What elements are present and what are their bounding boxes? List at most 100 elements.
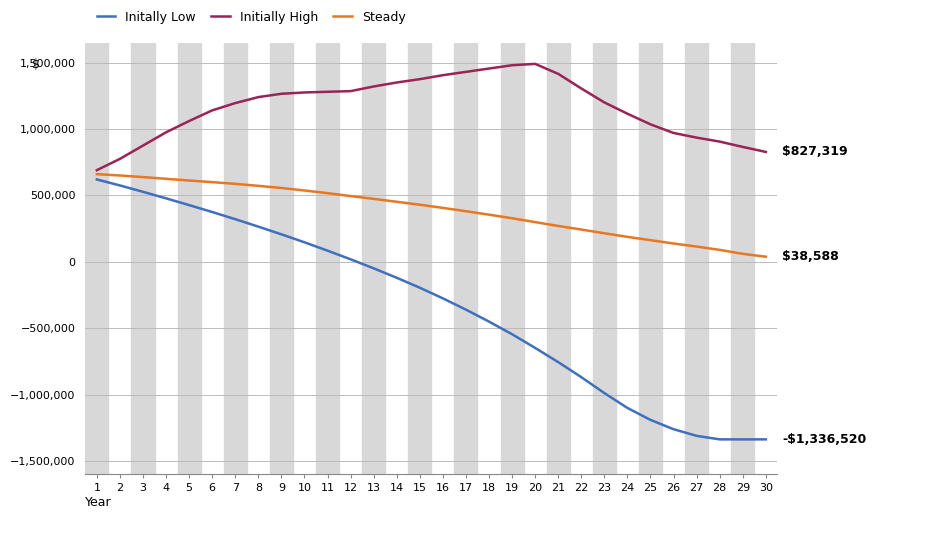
Initially High <box>622 110 633 117</box>
Initally Low <box>460 306 471 313</box>
Initially High <box>667 130 679 136</box>
Steady <box>183 177 194 184</box>
Line: Steady: Steady <box>97 174 766 257</box>
Initally Low <box>645 417 656 423</box>
Steady <box>667 240 679 247</box>
Initially High <box>714 139 725 145</box>
Text: $827,319: $827,319 <box>782 146 848 158</box>
Initially High <box>738 144 749 150</box>
Steady <box>252 183 264 189</box>
Steady <box>622 233 633 240</box>
Initially High <box>276 91 287 97</box>
Steady <box>321 190 334 196</box>
Initally Low <box>714 436 725 442</box>
Initally Low <box>738 436 749 442</box>
Initally Low <box>598 390 610 396</box>
Steady <box>598 230 610 237</box>
Initally Low <box>276 231 287 238</box>
Initally Low <box>114 182 125 189</box>
Initially High <box>252 94 264 100</box>
Steady <box>391 199 402 205</box>
Initally Low <box>553 359 564 365</box>
Initially High <box>506 62 518 68</box>
Initially High <box>553 71 564 77</box>
Bar <box>639 43 662 474</box>
Initially High <box>460 69 471 75</box>
Initially High <box>91 167 102 173</box>
Bar <box>592 43 616 474</box>
Initially High <box>391 79 402 86</box>
Initally Low <box>529 345 540 351</box>
Steady <box>137 174 149 180</box>
Initially High <box>183 118 194 124</box>
Steady <box>414 201 426 208</box>
Initally Low <box>252 223 264 230</box>
Steady <box>483 212 495 218</box>
Initally Low <box>368 265 379 271</box>
Initally Low <box>483 318 495 325</box>
Initially High <box>160 129 172 135</box>
Initally Low <box>575 374 587 381</box>
Initally Low <box>667 426 679 432</box>
Initially High <box>229 100 241 106</box>
Bar <box>547 43 570 474</box>
Steady <box>299 187 310 193</box>
Initially High <box>691 134 702 141</box>
Initially High <box>207 107 218 114</box>
Steady <box>91 171 102 177</box>
Steady <box>160 175 172 182</box>
Initially High <box>598 99 610 106</box>
Initally Low <box>137 189 149 195</box>
Initially High <box>760 149 772 155</box>
Bar <box>731 43 755 474</box>
Initally Low <box>160 195 172 201</box>
Initially High <box>345 88 356 94</box>
X-axis label: Year: Year <box>85 496 112 509</box>
Bar <box>177 43 201 474</box>
Initially High <box>299 89 310 95</box>
Steady <box>506 215 518 221</box>
Initally Low <box>691 433 702 439</box>
Steady <box>229 181 241 187</box>
Initially High <box>645 121 656 127</box>
Steady <box>553 223 564 229</box>
Steady <box>760 254 772 260</box>
Initally Low <box>183 202 194 208</box>
Text: -$1,336,520: -$1,336,520 <box>782 433 866 446</box>
Steady <box>460 208 471 214</box>
Initally Low <box>437 295 448 302</box>
Initially High <box>437 72 448 78</box>
Line: Initially High: Initially High <box>97 64 766 170</box>
Initally Low <box>345 256 356 262</box>
Initally Low <box>299 239 310 246</box>
Initally Low <box>321 247 334 254</box>
Initally Low <box>91 176 102 183</box>
Steady <box>207 179 218 185</box>
Line: Initally Low: Initally Low <box>97 180 766 439</box>
Initally Low <box>622 405 633 411</box>
Steady <box>714 247 725 253</box>
Bar <box>316 43 339 474</box>
Steady <box>691 244 702 250</box>
Bar <box>224 43 246 474</box>
Bar <box>132 43 155 474</box>
Bar <box>685 43 708 474</box>
Steady <box>276 185 287 191</box>
Steady <box>345 193 356 199</box>
Bar <box>362 43 385 474</box>
Initially High <box>414 76 426 83</box>
Steady <box>738 251 749 257</box>
Text: $: $ <box>32 58 41 71</box>
Text: $38,588: $38,588 <box>782 250 839 263</box>
Legend: Initally Low, Initially High, Steady: Initally Low, Initially High, Steady <box>92 6 410 29</box>
Initially High <box>529 61 540 67</box>
Initally Low <box>207 209 218 215</box>
Initially High <box>575 85 587 92</box>
Bar <box>270 43 293 474</box>
Steady <box>368 196 379 202</box>
Initally Low <box>229 216 241 222</box>
Bar <box>409 43 431 474</box>
Initally Low <box>391 274 402 281</box>
Steady <box>575 227 587 233</box>
Steady <box>437 205 448 211</box>
